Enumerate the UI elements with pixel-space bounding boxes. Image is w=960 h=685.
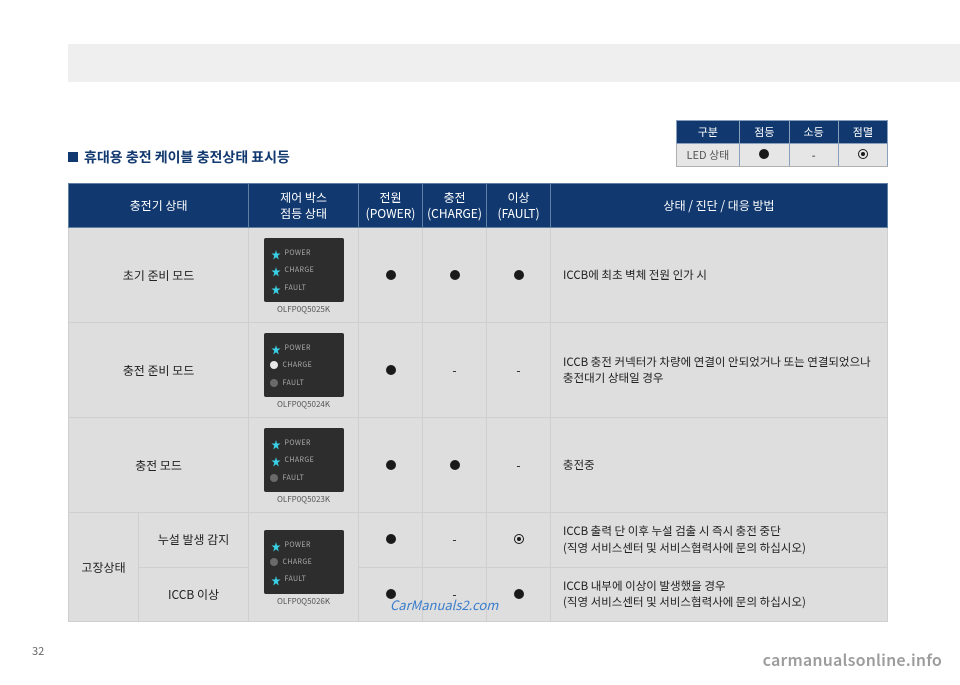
cell-desc: ICCB에 최초 벽체 전원 인가 시	[551, 228, 888, 323]
indicator-blink-icon	[514, 534, 524, 544]
cell-desc: ICCB 내부에 이상이 발생했을 경우 (직영 서비스센터 및 서비스협력사에…	[551, 567, 888, 621]
fault-sub-label: 누설 발생 감지	[139, 513, 249, 567]
indicator-off-icon: -	[516, 457, 520, 474]
status-table: 충전기 상태 제어 박스 점등 상태 전원 (POWER) 충전 (CHARGE…	[68, 183, 888, 622]
control-box-id: OLFP0Q5023K	[264, 494, 344, 505]
th-desc: 상태 / 진단 / 대응 방법	[551, 184, 888, 228]
indicator-on-icon	[450, 460, 460, 470]
indicator-off-icon: -	[452, 531, 456, 548]
indicator-on-icon	[514, 589, 524, 599]
control-box-cell: POWER CHARGE FAULT OLFP0Q5024K	[249, 323, 359, 418]
legend-h-off: 소등	[789, 121, 838, 144]
top-grey-band	[68, 44, 960, 82]
cell-fault: -	[487, 323, 551, 418]
indicator-on-icon	[386, 460, 396, 470]
charger-state: 충전 준비 모드	[69, 323, 249, 418]
cell-desc: 충전중	[551, 418, 888, 513]
cell-desc: ICCB 충전 커넥터가 차량에 연결이 안되었거나 또는 연결되었으나 충전대…	[551, 323, 888, 418]
control-box-image: POWER CHARGE FAULT OLFP0Q5026K	[264, 526, 344, 607]
legend-sym-off: -	[789, 144, 838, 167]
control-box-cell: POWER CHARGE FAULT OLFP0Q5026K	[249, 513, 359, 622]
control-box-id: OLFP0Q5025K	[264, 304, 344, 315]
cell-fault: -	[487, 418, 551, 513]
indicator-off-icon: -	[452, 362, 456, 379]
indicator-on-icon	[386, 534, 396, 544]
cell-charge: -	[423, 513, 487, 567]
charger-state: 충전 모드	[69, 418, 249, 513]
cell-power	[359, 323, 423, 418]
legend-sym-on	[740, 144, 789, 167]
watermark-small: CarManuals2.com	[390, 595, 498, 614]
table-row: 고장상태 누설 발생 감지 POWER CHARGE FAULT OLFP0Q5…	[69, 513, 888, 567]
th-charger: 충전기 상태	[69, 184, 249, 228]
control-box-image: POWER CHARGE FAULT OLFP0Q5024K	[264, 329, 344, 410]
charger-state: 초기 준비 모드	[69, 228, 249, 323]
cell-power	[359, 513, 423, 567]
cell-charge: -	[423, 323, 487, 418]
control-box-image: POWER CHARGE FAULT OLFP0Q5025K	[264, 234, 344, 315]
cell-fault	[487, 513, 551, 567]
th-box: 제어 박스 점등 상태	[249, 184, 359, 228]
table-row: 초기 준비 모드 POWER CHARGE FAULT OLFP0Q5025K …	[69, 228, 888, 323]
control-box-image: POWER CHARGE FAULT OLFP0Q5023K	[264, 424, 344, 505]
title-square-icon	[68, 152, 78, 162]
table-row: 충전 준비 모드 POWER CHARGE FAULT OLFP0Q5024K …	[69, 323, 888, 418]
indicator-on-icon	[386, 270, 396, 280]
section-title: 휴대용 충전 케이블 충전상태 표시등	[68, 147, 290, 167]
control-box-id: OLFP0Q5026K	[264, 596, 344, 607]
th-charge: 충전 (CHARGE)	[423, 184, 487, 228]
legend-h-gubun: 구분	[676, 121, 740, 144]
cell-fault	[487, 228, 551, 323]
cell-power	[359, 228, 423, 323]
indicator-on-icon	[450, 270, 460, 280]
legend-table: 구분 점등 소등 점멸 LED 상태 -	[676, 120, 888, 167]
indicator-off-icon: -	[516, 362, 520, 379]
th-power: 전원 (POWER)	[359, 184, 423, 228]
fault-sub-label: ICCB 이상	[139, 567, 249, 621]
th-fault: 이상 (FAULT)	[487, 184, 551, 228]
cell-charge	[423, 418, 487, 513]
fault-group-label: 고장상태	[69, 513, 139, 622]
legend-h-on: 점등	[740, 121, 789, 144]
control-box-id: OLFP0Q5024K	[264, 399, 344, 410]
control-box-cell: POWER CHARGE FAULT OLFP0Q5025K	[249, 228, 359, 323]
indicator-on-icon	[386, 365, 396, 375]
legend-row-label: LED 상태	[676, 144, 740, 167]
table-row: 충전 모드 POWER CHARGE FAULT OLFP0Q5023K - 충…	[69, 418, 888, 513]
page-content: 휴대용 충전 케이블 충전상태 표시등 구분 점등 소등 점멸 LED 상태 -	[68, 120, 888, 622]
section-title-text: 휴대용 충전 케이블 충전상태 표시등	[84, 147, 290, 167]
legend-sym-blink	[838, 144, 887, 167]
watermark-large: carmanualsonline.info	[763, 647, 942, 671]
cell-power	[359, 418, 423, 513]
legend-h-blink: 점멸	[838, 121, 887, 144]
cell-desc: ICCB 출력 단 이후 누설 검출 시 즉시 충전 중단 (직영 서비스센터 …	[551, 513, 888, 567]
indicator-on-icon	[514, 270, 524, 280]
control-box-cell: POWER CHARGE FAULT OLFP0Q5023K	[249, 418, 359, 513]
page-number: 32	[32, 643, 44, 659]
cell-charge	[423, 228, 487, 323]
